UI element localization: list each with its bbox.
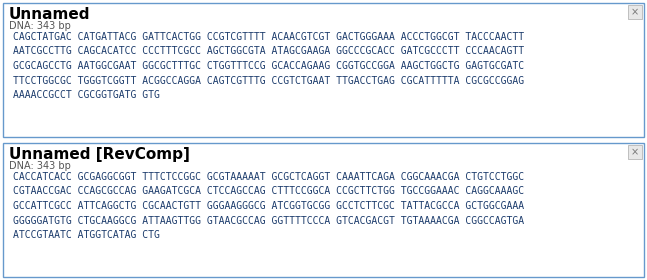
Text: CACCATCACC GCGAGGCGGT TTTCTCCGGC GCGTAAAAAT GCGCTCAGGT CAAATTCAGA CGGCAAACGA CTG: CACCATCACC GCGAGGCGGT TTTCTCCGGC GCGTAAA… <box>13 172 524 182</box>
Text: GGGGGATGTG CTGCAAGGCG ATTAAGTTGG GTAACGCCAG GGTTTTCCCA GTCACGACGT TGTAAAACGA CGG: GGGGGATGTG CTGCAAGGCG ATTAAGTTGG GTAACGC… <box>13 216 524 225</box>
Bar <box>628 5 642 19</box>
Text: ×: × <box>631 147 639 157</box>
Bar <box>3 3 644 137</box>
Bar <box>3 143 644 277</box>
Text: GCGCAGCCTG AATGGCGAAT GGCGCTTTGC CTGGTTTCCG GCACCAGAAG CGGTGCCGGA AAGCTGGCTG GAG: GCGCAGCCTG AATGGCGAAT GGCGCTTTGC CTGGTTT… <box>13 61 524 71</box>
Text: DNA: 343 bp: DNA: 343 bp <box>9 161 71 171</box>
Text: CAGCTATGAC CATGATTACG GATTCACTGG CCGTCGTTTT ACAACGTCGT GACTGGGAAA ACCCTGGCGT TAC: CAGCTATGAC CATGATTACG GATTCACTGG CCGTCGT… <box>13 32 524 42</box>
Text: Unnamed [RevComp]: Unnamed [RevComp] <box>9 147 190 162</box>
Bar <box>628 145 642 159</box>
Text: DNA: 343 bp: DNA: 343 bp <box>9 21 71 31</box>
Text: CGTAACCGAC CCAGCGCCAG GAAGATCGCA CTCCAGCCAG CTTTCCGGCA CCGCTTCTGG TGCCGGAAAC CAG: CGTAACCGAC CCAGCGCCAG GAAGATCGCA CTCCAGC… <box>13 186 524 197</box>
Text: GCCATTCGCC ATTCAGGCTG CGCAACTGTT GGGAAGGGCG ATCGGTGCGG GCCTCTTCGC TATTACGCCA GCT: GCCATTCGCC ATTCAGGCTG CGCAACTGTT GGGAAGG… <box>13 201 524 211</box>
Text: ATCCGTAATC ATGGTCATAG CTG: ATCCGTAATC ATGGTCATAG CTG <box>13 230 160 240</box>
Text: AATCGCCTTG CAGCACATCC CCCTTTCGCC AGCTGGCGTA ATAGCGAAGA GGCCCGCACC GATCGCCCTT CCC: AATCGCCTTG CAGCACATCC CCCTTTCGCC AGCTGGC… <box>13 46 524 57</box>
Text: ×: × <box>631 7 639 17</box>
Text: AAAACCGCCT CGCGGTGATG GTG: AAAACCGCCT CGCGGTGATG GTG <box>13 90 160 100</box>
Text: Unnamed: Unnamed <box>9 7 91 22</box>
Text: TTCCTGGCGC TGGGTCGGTT ACGGCCAGGA CAGTCGTTTG CCGTCTGAAT TTGACCTGAG CGCATTTTTA CGC: TTCCTGGCGC TGGGTCGGTT ACGGCCAGGA CAGTCGT… <box>13 76 524 85</box>
